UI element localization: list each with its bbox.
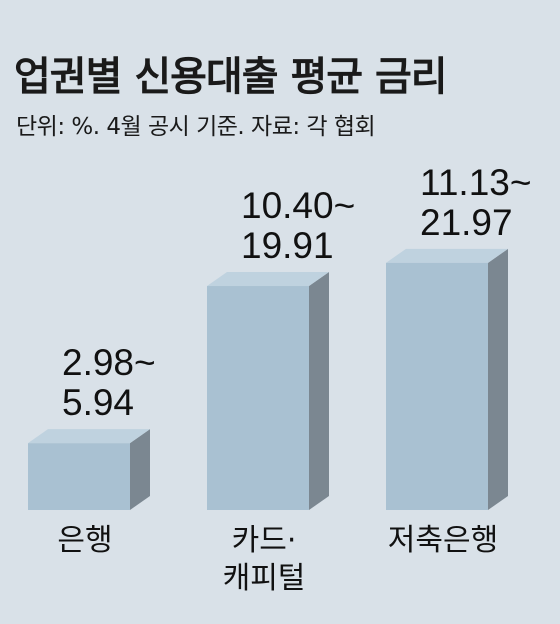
- category-label: 캐피털: [223, 561, 306, 596]
- value-label: 2.98~: [62, 342, 156, 383]
- bar-group-0: 2.98~5.94 은행: [28, 342, 156, 558]
- chart-title: 업권별 신용대출 평균 금리: [14, 54, 448, 100]
- bar-0: [28, 443, 130, 510]
- bar-top-2: [386, 248, 508, 263]
- bar-top-1: [207, 272, 329, 287]
- bar-side-1: [309, 272, 329, 510]
- bar-group-2: 11.13~21.97 저축은행: [386, 162, 531, 558]
- value-label: 5.94: [62, 382, 134, 423]
- value-label: 21.97: [420, 202, 513, 243]
- value-label: 10.40~: [241, 185, 355, 226]
- category-label: 카드·: [232, 523, 297, 558]
- bar-2: [386, 262, 488, 510]
- chart-subtitle: 단위: %. 4월 공시 기준. 자료: 각 협회: [16, 114, 376, 140]
- category-label: 은행: [57, 523, 112, 558]
- value-label: 11.13~: [420, 162, 531, 203]
- bar-side-2: [488, 248, 508, 510]
- bar-top-0: [28, 429, 150, 444]
- bar-side-0: [130, 429, 150, 510]
- bar-group-1: 10.40~19.91 카드·캐피털: [207, 185, 355, 596]
- bar-1: [207, 286, 309, 510]
- value-label: 19.91: [241, 225, 334, 266]
- category-label: 저축은행: [388, 523, 498, 558]
